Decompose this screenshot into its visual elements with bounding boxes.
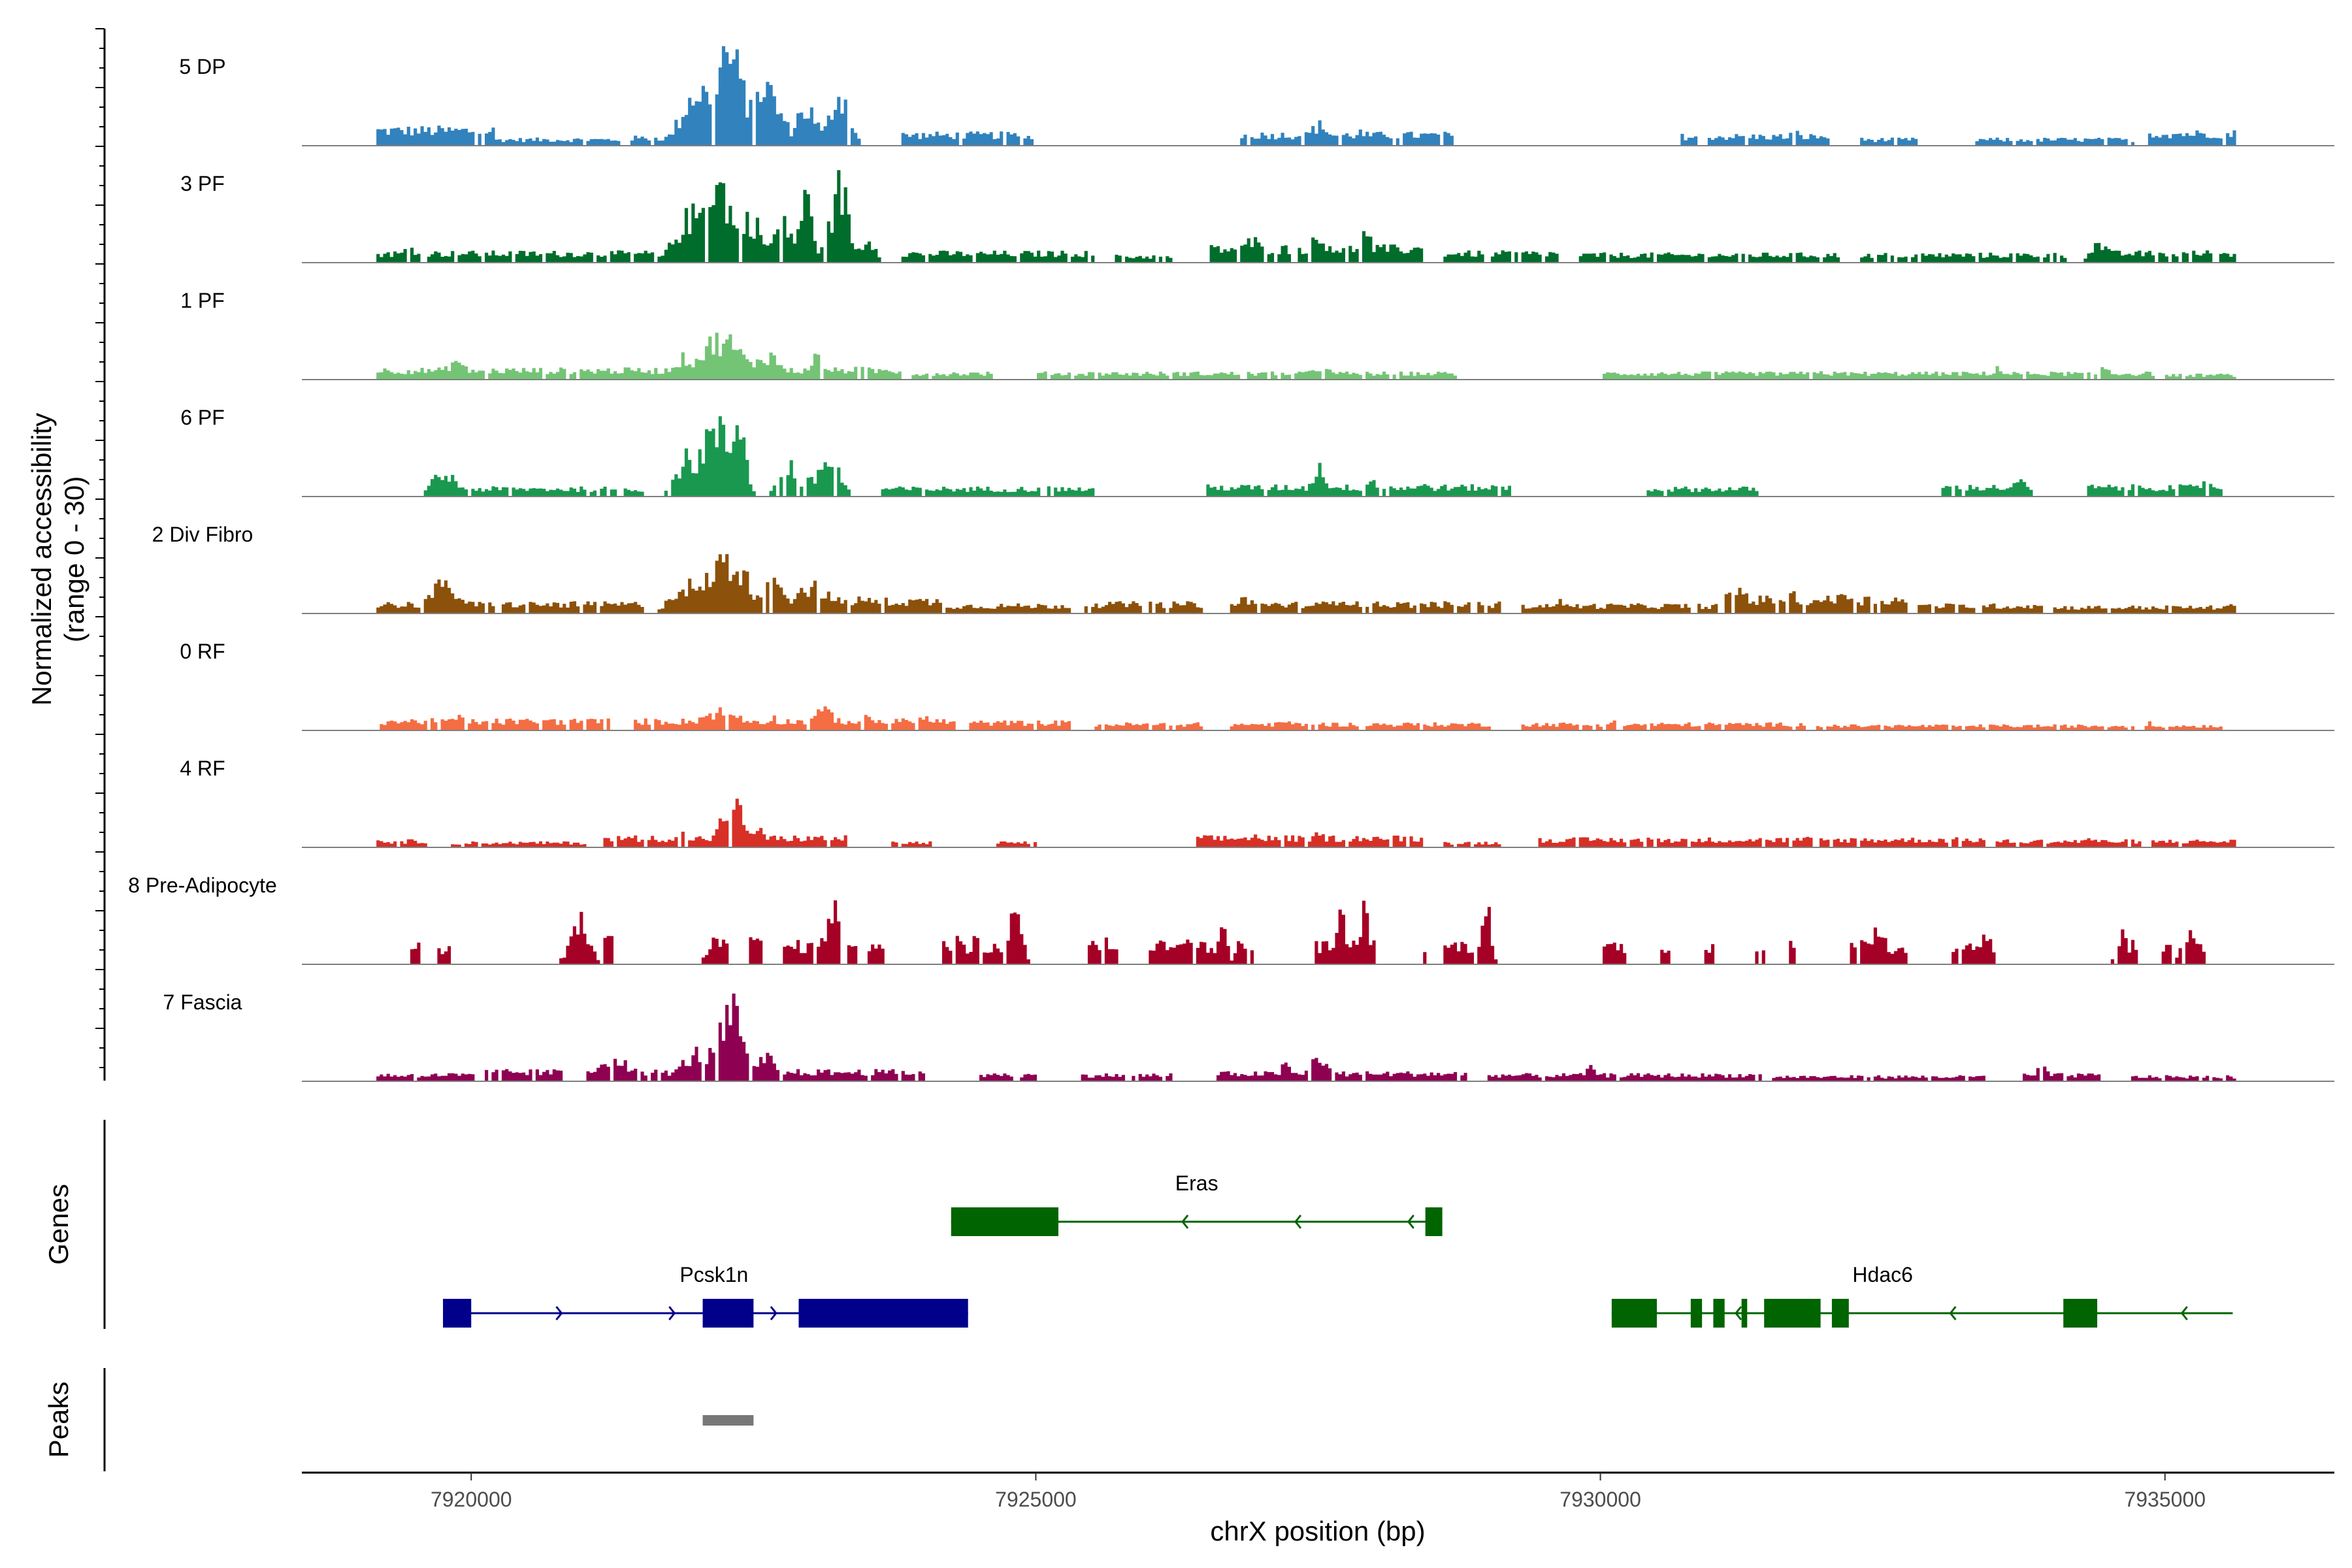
gene-model: Pcsk1n (443, 1263, 968, 1328)
x-axis-title: chrX position (bp) (1210, 1516, 1425, 1546)
strand-arrow (1294, 1215, 1302, 1229)
coverage-track: 8 Pre-Adipocyte (128, 874, 2334, 965)
track-label: 6 PF (180, 406, 225, 429)
gene-model: Hdac6 (1611, 1263, 2233, 1328)
peaks-title: Peaks (43, 1382, 74, 1458)
track-label: 1 PF (180, 289, 225, 312)
coverage-area (302, 46, 2334, 146)
coverage-y-ticks (95, 28, 105, 1068)
gene-exon (1425, 1207, 1443, 1236)
strand-arrow (1949, 1306, 1957, 1320)
genes-title: Genes (43, 1184, 74, 1265)
coverage-track: 0 RF (180, 640, 2334, 731)
coverage-track: 1 PF (180, 289, 2334, 380)
coverage-area (302, 554, 2334, 613)
gene-exon (1831, 1299, 1849, 1328)
track-label: 4 RF (180, 757, 225, 780)
coverage-area (302, 170, 2334, 263)
strand-arrow (555, 1306, 563, 1320)
track-label: 5 DP (179, 55, 225, 78)
track-label: 0 RF (180, 640, 225, 663)
coverage-area (302, 333, 2334, 380)
gene-exon (951, 1207, 1058, 1236)
gene-label: Pcsk1n (679, 1263, 748, 1286)
track-label: 8 Pre-Adipocyte (128, 874, 277, 897)
gene-label: Hdac6 (1852, 1263, 1913, 1286)
gene-model: Eras (951, 1171, 1443, 1236)
coverage-track: 2 Div Fibro (152, 523, 2334, 614)
coverage-area (302, 798, 2334, 847)
gene-exon (2063, 1299, 2098, 1328)
strand-arrow (2180, 1306, 2188, 1320)
coverage-y-title-line1: Normalized accessibility (26, 413, 57, 706)
peak-regions (702, 1415, 754, 1426)
strand-arrow (1407, 1215, 1414, 1229)
gene-exon (1764, 1299, 1821, 1328)
coverage-area (302, 706, 2334, 730)
gene-models: Eras Pcsk1n Hdac6 (443, 1171, 2233, 1328)
x-axis: 7920000 7925000 7930000 7935000 chrX positi… (302, 1471, 2334, 1546)
gene-exon (1741, 1299, 1748, 1328)
gene-exon (1690, 1299, 1703, 1328)
coverage-track: 6 PF (180, 406, 2334, 497)
coverage-track: 4 RF (180, 757, 2334, 848)
x-axis-ticks: 7920000 7925000 7930000 7935000 (431, 1473, 2206, 1511)
gene-exon (702, 1299, 754, 1328)
strand-arrow (668, 1306, 676, 1320)
gene-exon (1713, 1299, 1725, 1328)
coverage-area (302, 993, 2334, 1081)
genes-panel: Genes Eras Pcsk1n Hdac6 (43, 1120, 2233, 1329)
gene-exon (443, 1299, 472, 1328)
coverage-area (302, 900, 2334, 964)
coverage-y-title-line2: (range 0 - 30) (59, 476, 90, 642)
track-label: 3 PF (180, 172, 225, 195)
track-label: 7 Fascia (163, 990, 242, 1014)
coverage-track: 5 DP (179, 46, 2334, 146)
coverage-track: 3 PF (180, 170, 2334, 263)
x-tick-label: 7930000 (1560, 1488, 1641, 1511)
x-tick-label: 7920000 (431, 1488, 512, 1511)
peak-region (702, 1415, 754, 1426)
coverage-area (302, 416, 2334, 497)
coverage-track: 7 Fascia (163, 990, 2334, 1082)
coverage-tracks: 5 DP 3 PF 1 PF 6 PF 2 Div Fibro 0 RF 4 RF 8 Pre… (128, 46, 2334, 1082)
strand-arrow (770, 1306, 777, 1320)
gene-exon (798, 1299, 968, 1328)
track-label: 2 Div Fibro (152, 523, 253, 546)
peaks-panel: Peaks (43, 1368, 754, 1471)
strand-arrow (1181, 1215, 1189, 1229)
x-tick-label: 7925000 (995, 1488, 1077, 1511)
strand-arrow (1735, 1306, 1742, 1320)
x-tick-label: 7935000 (2124, 1488, 2206, 1511)
gene-label: Eras (1175, 1171, 1218, 1195)
gene-exon (1611, 1299, 1657, 1328)
coverage-y-axis: Normalized accessibility (range 0 - 30) (26, 28, 106, 1081)
